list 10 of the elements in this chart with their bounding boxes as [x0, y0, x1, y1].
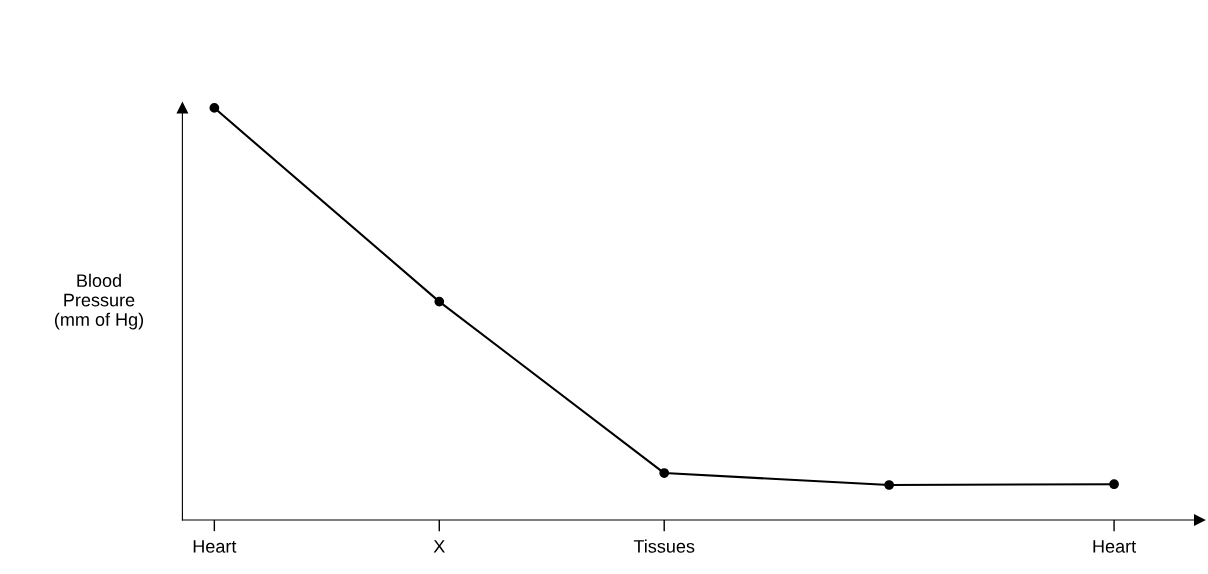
x-tick-label: Heart	[1093, 540, 1137, 553]
x-tick-label: Heart	[193, 540, 237, 553]
y-axis-title: Blood Pressure (mm of Hg)	[54, 273, 144, 330]
x-tick-label: X	[433, 540, 445, 553]
point	[659, 468, 670, 478]
point	[434, 296, 445, 307]
x-tick-label: Tissues	[633, 539, 695, 553]
point	[209, 103, 220, 113]
point	[884, 480, 895, 490]
point	[1109, 479, 1119, 490]
